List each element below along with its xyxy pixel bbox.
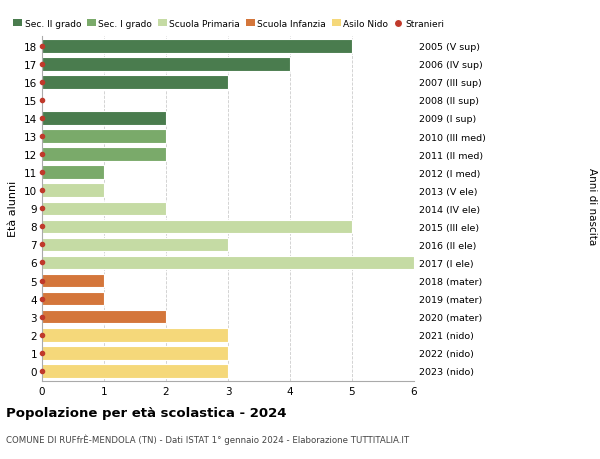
- Text: Anni di nascita: Anni di nascita: [587, 168, 597, 245]
- Y-axis label: Età alunni: Età alunni: [8, 181, 19, 237]
- Legend: Sec. II grado, Sec. I grado, Scuola Primaria, Scuola Infanzia, Asilo Nido, Stran: Sec. II grado, Sec. I grado, Scuola Prim…: [13, 20, 445, 29]
- Bar: [42, 76, 228, 90]
- Bar: [42, 148, 166, 162]
- Bar: [42, 166, 104, 179]
- Bar: [42, 130, 166, 144]
- Bar: [42, 310, 166, 324]
- Bar: [42, 292, 104, 306]
- Bar: [42, 274, 104, 288]
- Bar: [42, 220, 352, 234]
- Text: COMUNE DI RUFfrÈ-MENDOLA (TN) - Dati ISTAT 1° gennaio 2024 - Elaborazione TUTTIT: COMUNE DI RUFfrÈ-MENDOLA (TN) - Dati IST…: [6, 434, 409, 444]
- Bar: [42, 40, 352, 53]
- Bar: [42, 364, 228, 378]
- Bar: [42, 58, 290, 72]
- Bar: [42, 238, 228, 252]
- Bar: [42, 202, 166, 216]
- Text: Popolazione per età scolastica - 2024: Popolazione per età scolastica - 2024: [6, 406, 287, 419]
- Bar: [42, 256, 414, 270]
- Bar: [42, 112, 166, 125]
- Bar: [42, 328, 228, 342]
- Bar: [42, 346, 228, 360]
- Bar: [42, 184, 104, 197]
